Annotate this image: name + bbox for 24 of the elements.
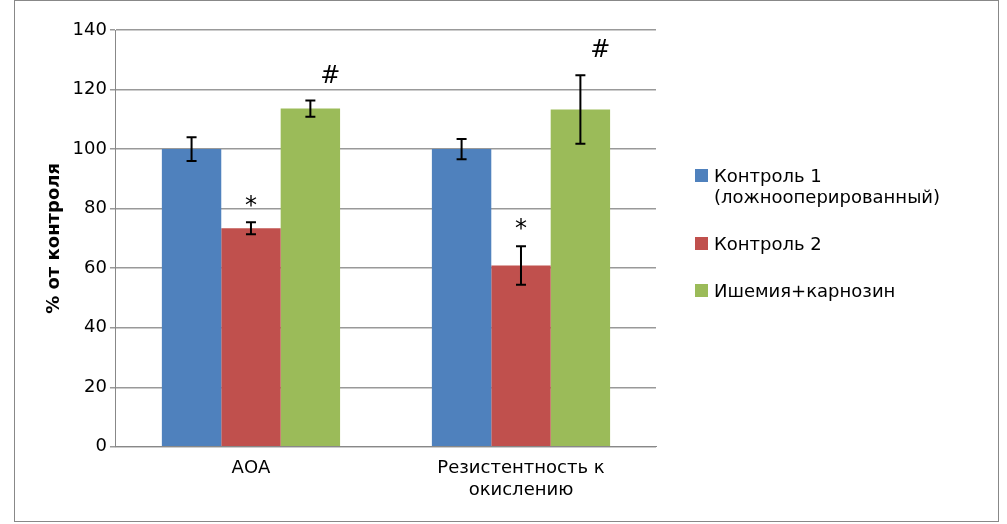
- annotation: #: [590, 35, 611, 64]
- y-tick-label: 140: [72, 17, 107, 39]
- y-tick-label: 0: [95, 434, 107, 456]
- x-tick-label: Резистентность к окислению: [437, 456, 605, 499]
- bar: [491, 265, 551, 447]
- y-tick-label: 40: [84, 315, 107, 337]
- bar: [280, 108, 341, 447]
- bar: [550, 109, 611, 447]
- y-tick-label: 20: [84, 374, 107, 396]
- y-tick-label: 80: [84, 196, 107, 218]
- y-axis-title: % от контроля: [42, 162, 64, 314]
- legend-label: Контроль 1 (ложнооперированный): [714, 165, 942, 207]
- bar: [221, 228, 281, 447]
- bar: [161, 149, 222, 447]
- y-tick-label: 60: [84, 255, 107, 277]
- y-tick-label: 100: [72, 136, 107, 158]
- x-tick-label: АОА: [231, 456, 272, 478]
- annotation: *: [514, 214, 527, 243]
- bar: [431, 149, 492, 447]
- annotation: *: [244, 190, 257, 219]
- y-tick-label: 120: [72, 77, 107, 99]
- annotation: #: [320, 60, 341, 89]
- legend-label: Ишемия+карнозин: [714, 280, 896, 301]
- legend-label: Контроль 2: [714, 233, 822, 254]
